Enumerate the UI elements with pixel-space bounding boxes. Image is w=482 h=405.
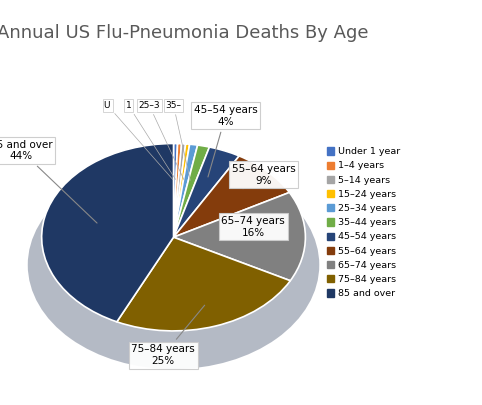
Wedge shape xyxy=(174,144,198,237)
Wedge shape xyxy=(174,144,186,237)
Text: 45–54 years
4%: 45–54 years 4% xyxy=(194,105,257,177)
Text: U⁠: U⁠ xyxy=(104,101,173,179)
Text: Annual US Flu-Pneumonia Deaths By Age: Annual US Flu-Pneumonia Deaths By Age xyxy=(0,24,369,42)
Wedge shape xyxy=(174,145,210,237)
Wedge shape xyxy=(41,143,174,322)
Wedge shape xyxy=(174,192,306,281)
Text: 35–: 35– xyxy=(165,101,190,181)
Wedge shape xyxy=(174,147,239,237)
Wedge shape xyxy=(117,237,290,331)
Wedge shape xyxy=(174,143,177,237)
Text: 25–3: 25–3 xyxy=(138,101,184,180)
Wedge shape xyxy=(174,144,189,237)
Text: 85 and over
44%: 85 and over 44% xyxy=(0,140,97,223)
Wedge shape xyxy=(174,143,182,237)
Text: 75–84 years
25%: 75–84 years 25% xyxy=(131,305,205,366)
Wedge shape xyxy=(174,156,289,237)
Ellipse shape xyxy=(28,161,319,369)
Text: 55–64 years
9%: 55–64 years 9% xyxy=(232,164,295,189)
Text: 1: 1 xyxy=(125,101,175,179)
Text: 65–74 years
16%: 65–74 years 16% xyxy=(221,216,285,238)
Legend: Under 1 year, 1–4 years, 5–14 years, 15–24 years, 25–34 years, 35–44 years, 45–5: Under 1 year, 1–4 years, 5–14 years, 15–… xyxy=(325,145,402,300)
